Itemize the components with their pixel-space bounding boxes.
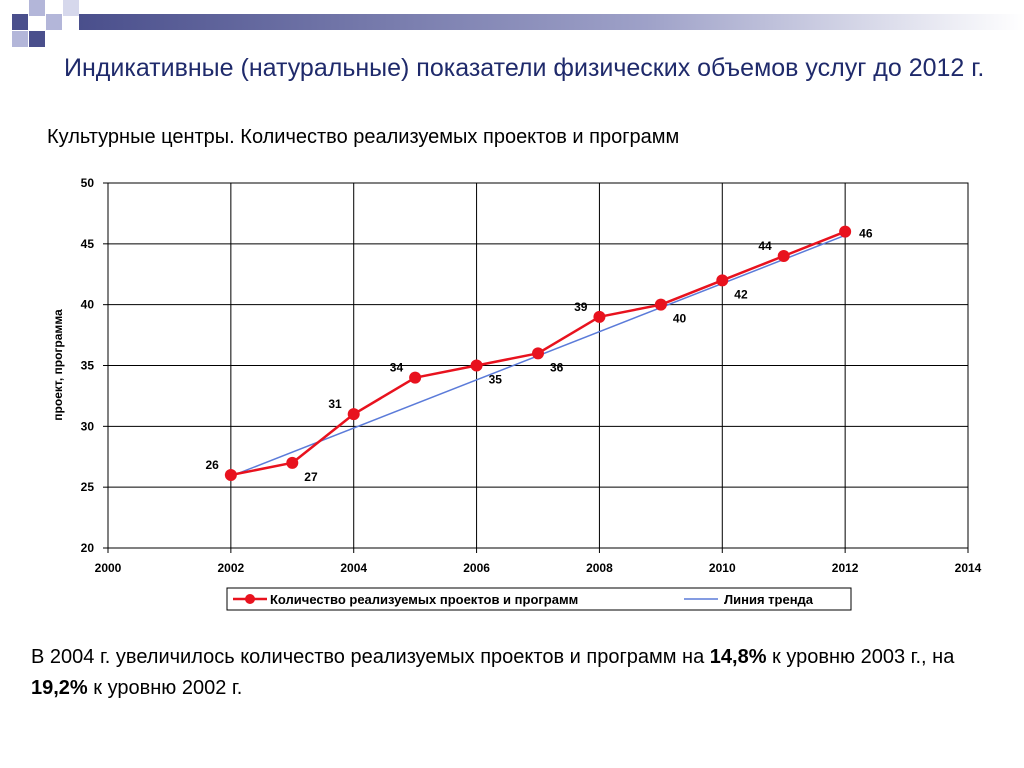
data-point — [224, 469, 237, 481]
note-text: к уровню 2002 г. — [87, 677, 243, 699]
data-labels: 26 27 31 34 35 36 39 40 42 44 46 — [205, 227, 872, 484]
deco-square — [12, 14, 28, 30]
y-tick-label: 45 — [81, 237, 95, 251]
plot-frame — [107, 182, 969, 549]
y-tick-label: 40 — [81, 298, 95, 312]
note-text: В 2004 г. увеличилось количество реализу… — [31, 646, 710, 668]
legend: Количество реализуемых проектов и програ… — [226, 587, 852, 611]
y-tick-label: 50 — [81, 176, 95, 190]
data-label: 26 — [205, 458, 219, 472]
data-label: 39 — [574, 300, 588, 314]
note-text: к уровню 2003 г., на — [766, 646, 955, 668]
x-tick-label: 2014 — [955, 561, 982, 575]
data-label: 46 — [859, 227, 873, 241]
summary-note: В 2004 г. увеличилось количество реализу… — [31, 642, 991, 704]
deco-square — [12, 31, 28, 47]
note-percent-2002: 19,2% — [31, 677, 88, 699]
line-chart: 20 25 30 35 40 45 50 2000 2002 2004 2006 2008 2010 20… — [51, 176, 982, 611]
deco-bar — [79, 14, 1024, 30]
title-decoration — [12, 0, 1024, 47]
legend-series-label: Количество реализуемых проектов и програ… — [270, 592, 578, 607]
y-axis-label: проект, программа — [51, 309, 65, 421]
data-label: 36 — [550, 360, 564, 374]
data-label: 34 — [390, 361, 404, 375]
legend-box — [226, 587, 852, 611]
x-tick-label: 2004 — [340, 561, 367, 575]
axes: 20 25 30 35 40 45 50 2000 2002 2004 2006 2008 2010 20… — [81, 176, 982, 575]
y-tick-label: 30 — [81, 419, 95, 433]
x-tick-label: 2010 — [709, 561, 736, 575]
data-point — [409, 371, 422, 384]
data-label: 31 — [328, 397, 342, 411]
chart-subtitle: Культурные центры. Количество реализуемы… — [47, 126, 680, 148]
x-tick-label: 2006 — [463, 561, 490, 575]
data-label: 40 — [673, 312, 687, 326]
data-point — [654, 298, 667, 311]
data-point — [470, 359, 483, 372]
data-label: 27 — [304, 470, 318, 484]
data-point — [347, 408, 360, 421]
x-tick-label: 2000 — [95, 561, 122, 575]
data-point — [286, 456, 299, 469]
deco-square — [29, 31, 45, 47]
x-tick-label: 2008 — [586, 561, 613, 575]
y-tick-label: 35 — [81, 359, 95, 373]
note-percent-2003: 14,8% — [709, 646, 767, 668]
x-tick-label: 2002 — [218, 561, 245, 575]
deco-square — [29, 0, 45, 16]
y-tick-label: 20 — [81, 541, 95, 555]
data-point — [593, 310, 606, 323]
data-point — [532, 347, 544, 360]
data-series — [224, 225, 852, 481]
data-point — [716, 274, 729, 287]
deco-square — [46, 14, 62, 30]
slide-title: Индикативные (натуральные) показатели фи… — [64, 54, 985, 82]
legend-trend-label: Линия тренда — [724, 592, 814, 607]
data-label: 35 — [489, 373, 503, 387]
data-label: 44 — [758, 239, 772, 253]
deco-square — [63, 0, 79, 16]
data-point — [839, 225, 852, 238]
legend-series-marker — [245, 594, 255, 604]
data-label: 42 — [734, 287, 748, 301]
y-tick-label: 25 — [81, 480, 95, 494]
data-point — [777, 250, 790, 262]
x-tick-label: 2012 — [832, 561, 859, 575]
